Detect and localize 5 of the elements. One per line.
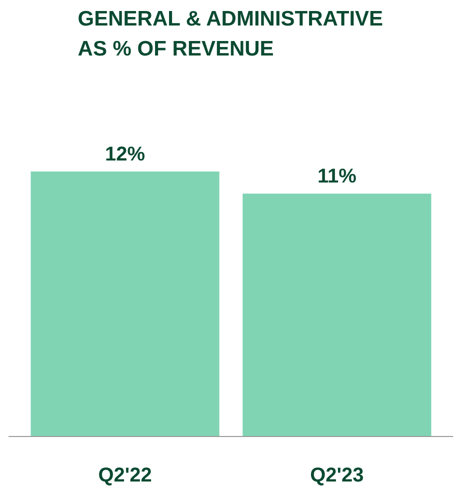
x-tick-label: Q2'22: [98, 464, 152, 486]
chart-title: GENERAL & ADMINISTRATIVE AS % OF REVENUE: [78, 8, 384, 60]
data-label: 11%: [317, 166, 357, 188]
x-tick-label: Q2'23: [310, 464, 364, 486]
data-label: 12%: [105, 144, 146, 166]
